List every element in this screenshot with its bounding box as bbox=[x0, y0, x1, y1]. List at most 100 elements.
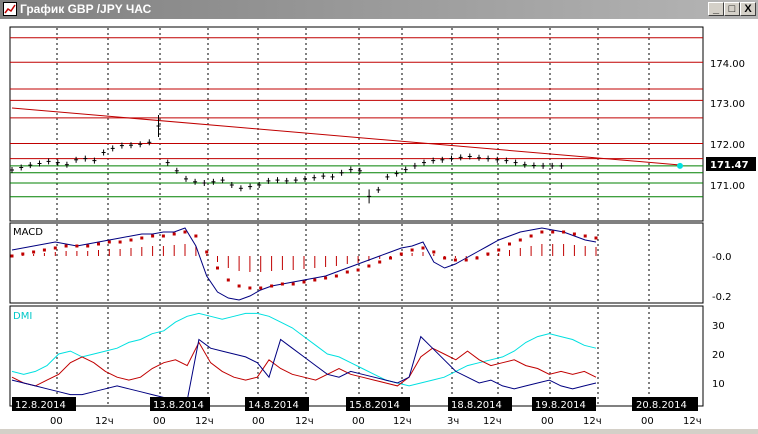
macd-signal-point bbox=[216, 266, 219, 270]
chart-area[interactable]: 174.00 173.00 172.00 171.00 171.47 MACD … bbox=[0, 19, 758, 429]
hour-label-6: 00 bbox=[352, 416, 365, 427]
macd-signal-point bbox=[32, 250, 36, 254]
hour-label-12: 00 bbox=[641, 416, 654, 427]
dmi-tick-30: 30 bbox=[712, 321, 725, 332]
macd-signal-point bbox=[75, 244, 79, 248]
close-button[interactable]: X bbox=[740, 2, 756, 16]
macd-signal-point bbox=[324, 276, 328, 280]
hour-label-13: 12ч bbox=[683, 416, 702, 427]
macd-line bbox=[11, 227, 597, 301]
macd-signal-point bbox=[129, 238, 133, 242]
macd-signal-point bbox=[508, 242, 511, 246]
macd-signal-point bbox=[475, 256, 479, 260]
macd-signal-point bbox=[367, 264, 371, 268]
macd-signal-point bbox=[486, 252, 490, 256]
hour-label-3: 12ч bbox=[195, 416, 214, 427]
macd-signal-point bbox=[399, 252, 403, 256]
macd-signal-point bbox=[270, 284, 274, 288]
y-tick-171: 171.00 bbox=[710, 181, 745, 192]
dmi-label: DMI bbox=[13, 311, 32, 322]
macd-signal-point bbox=[410, 248, 414, 252]
dmi-tick-20: 20 bbox=[712, 350, 725, 361]
macd-signal-point bbox=[497, 248, 501, 252]
minimize-button[interactable]: _ bbox=[708, 2, 724, 16]
macd-signal-point bbox=[432, 250, 436, 254]
macd-signal-point bbox=[464, 258, 468, 262]
hour-axis: 00 12ч 00 12ч 00 12ч 00 12ч 3ч 12ч 00 12… bbox=[50, 416, 702, 427]
macd-signal-point bbox=[226, 278, 230, 282]
date-label-4: 18.8.2014 bbox=[451, 400, 502, 411]
grid-lines bbox=[56, 28, 650, 405]
date-label-1: 13.8.2014 bbox=[153, 400, 204, 411]
dmi-adx-line bbox=[11, 312, 597, 387]
date-box-0 bbox=[12, 397, 76, 411]
date-label-2: 14.8.2014 bbox=[248, 400, 299, 411]
macd-label: MACD bbox=[13, 227, 43, 238]
hour-label-10: 00 bbox=[541, 416, 554, 427]
current-price-label: 171.47 bbox=[710, 160, 749, 171]
macd-signal-point bbox=[151, 234, 155, 238]
window-title: График GBP /JPY ЧАС bbox=[20, 2, 152, 16]
date-box-2 bbox=[245, 397, 309, 411]
macd-signal-point bbox=[378, 260, 382, 264]
macd-signal-point bbox=[97, 242, 100, 246]
price-bars bbox=[10, 115, 683, 204]
macd-signal-point bbox=[518, 238, 522, 242]
dmi-tick-10: 10 bbox=[712, 379, 725, 390]
macd-signal-point bbox=[453, 258, 457, 262]
dmi-panel bbox=[9, 305, 704, 407]
macd-signal-point bbox=[421, 246, 425, 250]
macd-signal-point bbox=[291, 282, 295, 286]
macd-tick-neg02: -0.2 bbox=[712, 292, 732, 303]
hour-label-11: 12ч bbox=[583, 416, 602, 427]
y-tick-173: 173.00 bbox=[710, 99, 745, 110]
macd-signal-point bbox=[205, 250, 209, 254]
macd-signal-point bbox=[10, 254, 14, 258]
price-panel bbox=[9, 26, 704, 222]
macd-signal-point bbox=[551, 230, 555, 234]
date-box-3 bbox=[346, 397, 410, 411]
macd-signal-point bbox=[280, 282, 284, 286]
macd-signal-point bbox=[443, 256, 447, 260]
macd-signal-point bbox=[42, 248, 46, 252]
macd-panel bbox=[9, 222, 704, 304]
horizontal-levels bbox=[10, 37, 703, 198]
projection-marker bbox=[677, 162, 683, 169]
macd-signal-point bbox=[389, 256, 392, 260]
hour-label-1: 12ч bbox=[95, 416, 114, 427]
hour-label-4: 00 bbox=[252, 416, 265, 427]
date-label-0: 12.8.2014 bbox=[15, 400, 66, 411]
date-label-6: 20.8.2014 bbox=[636, 400, 687, 411]
macd-signal-point bbox=[248, 286, 252, 290]
macd-signal-point bbox=[183, 230, 187, 234]
macd-signal-point bbox=[583, 234, 587, 238]
dmi-plot bbox=[11, 312, 597, 401]
hour-label-9: 12ч bbox=[483, 416, 502, 427]
hour-label-0: 00 bbox=[50, 416, 63, 427]
macd-plot bbox=[10, 227, 598, 301]
y-tick-172: 172.00 bbox=[710, 140, 745, 151]
macd-signal-point bbox=[562, 230, 566, 234]
macd-signal-point bbox=[302, 280, 306, 284]
macd-signal-point bbox=[334, 274, 338, 278]
hour-label-7: 12ч bbox=[393, 416, 412, 427]
maximize-button[interactable]: □ bbox=[724, 2, 740, 16]
macd-signal-point bbox=[172, 232, 176, 236]
title-bar: График GBP /JPY ЧАС _ □ X bbox=[0, 0, 758, 19]
date-label-5: 19.8.2014 bbox=[535, 400, 586, 411]
macd-signal-point bbox=[53, 246, 57, 250]
macd-signal-point bbox=[64, 244, 68, 248]
date-box-1 bbox=[150, 397, 210, 411]
y-tick-174: 174.00 bbox=[710, 59, 745, 70]
macd-signal-point bbox=[594, 236, 598, 240]
macd-signal-point bbox=[118, 240, 122, 244]
macd-tick-0: -0.0 bbox=[712, 252, 732, 263]
trend-line bbox=[11, 107, 681, 166]
macd-signal-point bbox=[237, 284, 241, 288]
hour-label-2: 00 bbox=[153, 416, 166, 427]
macd-signal-point bbox=[161, 234, 165, 238]
macd-signal-point bbox=[345, 270, 349, 274]
macd-signal-point bbox=[194, 234, 198, 238]
date-label-3: 15.8.2014 bbox=[349, 400, 400, 411]
chart-window-icon bbox=[3, 2, 17, 16]
